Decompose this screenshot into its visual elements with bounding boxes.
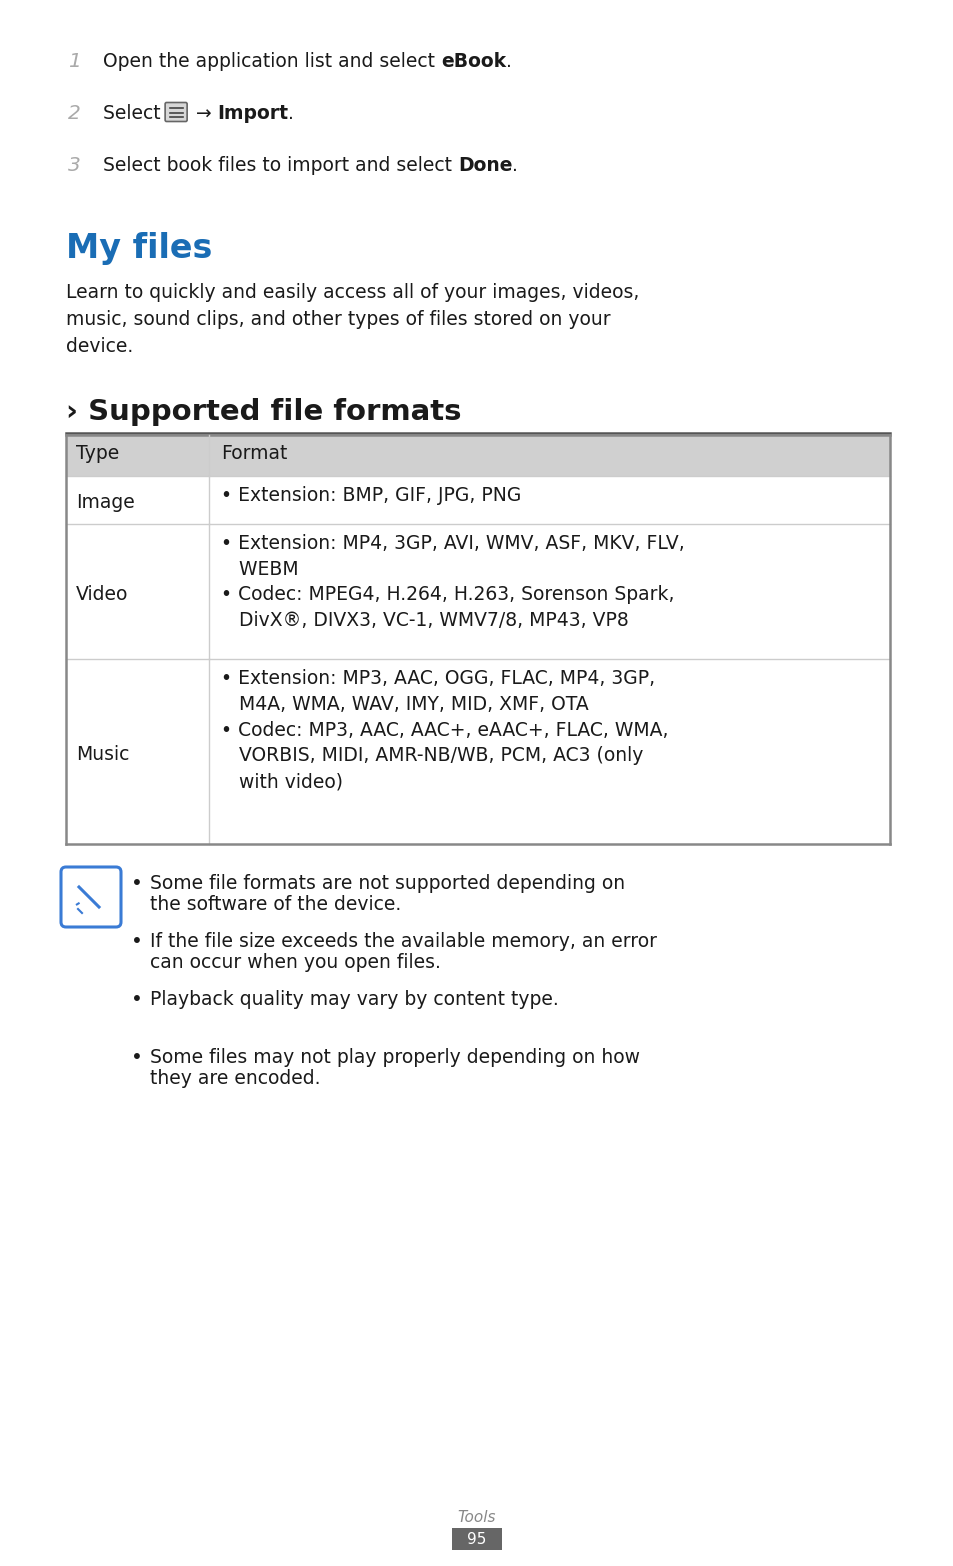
Text: Playback quality may vary by content type.: Playback quality may vary by content typ… bbox=[150, 990, 558, 1009]
Text: 3: 3 bbox=[68, 157, 81, 175]
Text: 1: 1 bbox=[68, 52, 81, 70]
Text: •: • bbox=[131, 1048, 143, 1066]
Text: →: → bbox=[190, 103, 217, 124]
Text: • Extension: MP4, 3GP, AVI, WMV, ASF, MKV, FLV,
   WEBM
• Codec: MPEG4, H.264, H: • Extension: MP4, 3GP, AVI, WMV, ASF, MK… bbox=[221, 534, 684, 630]
Text: Image: Image bbox=[76, 493, 134, 512]
Text: • Extension: MP3, AAC, OGG, FLAC, MP4, 3GP,
   M4A, WMA, WAV, IMY, MID, XMF, OTA: • Extension: MP3, AAC, OGG, FLAC, MP4, 3… bbox=[221, 669, 668, 791]
Text: Done: Done bbox=[457, 157, 512, 175]
Text: •: • bbox=[131, 874, 143, 893]
Text: Open the application list and select: Open the application list and select bbox=[103, 52, 440, 70]
FancyBboxPatch shape bbox=[165, 102, 187, 122]
Text: • Extension: BMP, GIF, JPG, PNG: • Extension: BMP, GIF, JPG, PNG bbox=[221, 485, 521, 504]
FancyBboxPatch shape bbox=[61, 868, 121, 927]
Text: Format: Format bbox=[221, 445, 287, 464]
Text: 2: 2 bbox=[68, 103, 81, 124]
Text: Type: Type bbox=[76, 445, 119, 464]
Text: Import: Import bbox=[217, 103, 288, 124]
Text: Tools: Tools bbox=[457, 1510, 496, 1525]
Text: Learn to quickly and easily access all of your images, videos,
music, sound clip: Learn to quickly and easily access all o… bbox=[66, 283, 639, 357]
Text: Some file formats are not supported depending on: Some file formats are not supported depe… bbox=[150, 874, 624, 893]
Text: 95: 95 bbox=[467, 1532, 486, 1547]
Text: they are encoded.: they are encoded. bbox=[150, 1070, 320, 1088]
Text: Select book files to import and select: Select book files to import and select bbox=[103, 157, 457, 175]
Text: the software of the device.: the software of the device. bbox=[150, 896, 401, 915]
Text: .: . bbox=[512, 157, 517, 175]
Text: My files: My files bbox=[66, 232, 213, 265]
Text: .: . bbox=[288, 103, 294, 124]
Text: •: • bbox=[131, 932, 143, 951]
Text: Music: Music bbox=[76, 744, 130, 764]
Text: Video: Video bbox=[76, 584, 129, 603]
Bar bbox=[66, 435, 889, 476]
Text: Select: Select bbox=[103, 103, 167, 124]
Text: can occur when you open files.: can occur when you open files. bbox=[150, 954, 440, 972]
Text: •: • bbox=[131, 990, 143, 1009]
Text: .: . bbox=[506, 52, 512, 70]
Text: › Supported file formats: › Supported file formats bbox=[66, 398, 461, 426]
Text: eBook: eBook bbox=[440, 52, 506, 70]
Bar bbox=[452, 1528, 501, 1550]
Text: If the file size exceeds the available memory, an error: If the file size exceeds the available m… bbox=[150, 932, 657, 951]
Text: Some files may not play properly depending on how: Some files may not play properly dependi… bbox=[150, 1048, 639, 1066]
